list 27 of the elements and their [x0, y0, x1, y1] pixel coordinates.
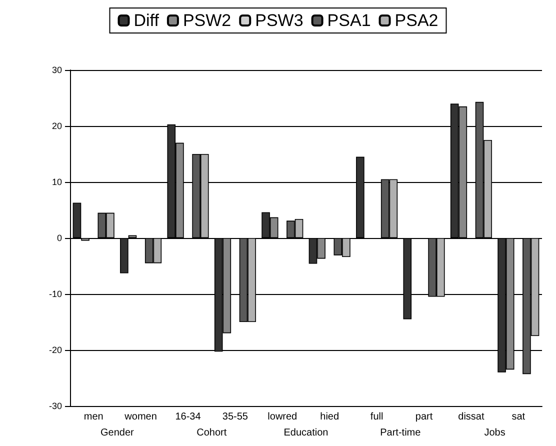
y-tick-label: 20: [52, 121, 62, 131]
legend-label: Diff: [134, 11, 160, 30]
text: Part-time: [380, 428, 422, 438]
x-tick-label: hied: [320, 412, 340, 422]
x-tick-label: 16-34: [175, 412, 202, 422]
x-tick-label: part: [415, 412, 433, 422]
y-tick-label: -30: [48, 401, 62, 411]
legend-label: PSA2: [394, 11, 438, 30]
text: Education: [284, 428, 328, 438]
x-tick-label: lowred: [268, 412, 298, 422]
x-tick-label: sat: [512, 412, 526, 422]
y-tick-label: -20: [48, 345, 62, 355]
y-tick-label: 0: [56, 233, 62, 243]
legend-label: PSW3: [255, 11, 304, 30]
legend-label: PSW2: [182, 11, 232, 30]
legend-label: PSA1: [327, 11, 371, 30]
text: Cohort: [196, 428, 227, 438]
y-tick-label: 30: [52, 65, 62, 75]
text: Jobs: [484, 428, 506, 438]
x-tick-label: dissat: [458, 412, 484, 422]
x-tick-label: women: [124, 412, 157, 422]
y-tick-label: 10: [52, 177, 62, 187]
x-tick-label: men: [84, 412, 104, 422]
text: Gender: [100, 428, 135, 438]
y-tick-label: -10: [48, 289, 62, 299]
x-tick-label: full: [370, 412, 384, 422]
x-tick-label: 35-55: [222, 412, 248, 422]
